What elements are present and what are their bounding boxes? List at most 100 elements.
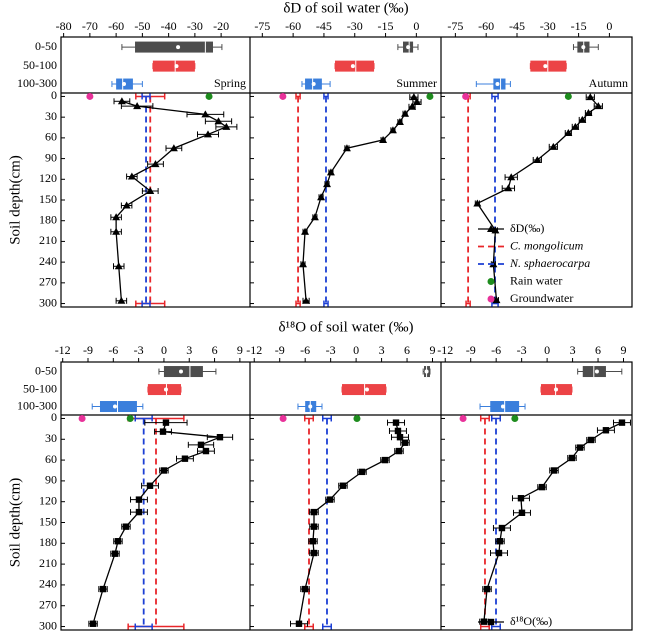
- box-mean: [424, 369, 429, 374]
- y-tick-label: 300: [39, 618, 57, 632]
- profile-marker: [122, 523, 130, 530]
- y-tick-label: 60: [45, 452, 57, 466]
- y-tick-label: 30: [45, 431, 57, 445]
- profile-marker: [518, 509, 526, 516]
- profile-marker: [401, 109, 410, 117]
- x-tick-label: -9: [83, 343, 93, 357]
- x-tick-label: -50: [134, 19, 150, 33]
- profile-marker: [89, 620, 97, 627]
- profile-marker: [117, 296, 126, 304]
- profile-marker: [504, 184, 513, 192]
- profile-marker: [122, 201, 131, 209]
- x-tick-label: 9: [237, 343, 243, 357]
- legend-symbol: [487, 295, 495, 303]
- groundwater: [86, 92, 94, 100]
- x-tick-label: 0: [544, 343, 550, 357]
- y-tick-label: 90: [45, 473, 57, 487]
- profile-marker: [326, 168, 335, 176]
- profile-marker: [473, 199, 482, 207]
- box: [99, 401, 137, 413]
- x-tick-label: 0: [161, 343, 167, 357]
- y-tick-label: 0: [51, 410, 57, 424]
- legend-symbol: [487, 278, 495, 285]
- profile-marker: [408, 102, 417, 110]
- x-tick-label: -40: [161, 19, 177, 33]
- x-tick-label: -6: [108, 343, 118, 357]
- y-tick-label: 120: [39, 493, 57, 507]
- profile-marker: [301, 585, 309, 593]
- category-label: 0-50: [35, 39, 57, 53]
- profile-marker: [584, 109, 593, 117]
- x-tick-label: -9: [275, 343, 285, 357]
- groundwater: [462, 92, 470, 100]
- frame: [60, 36, 633, 308]
- profile-marker: [395, 117, 404, 125]
- profile-marker: [181, 455, 189, 462]
- y-tick-label: 300: [39, 295, 57, 309]
- profile-marker: [483, 585, 491, 593]
- x-tick-label: -45: [509, 19, 525, 33]
- profile-marker: [495, 549, 503, 557]
- x-tick-label: -12: [437, 343, 453, 357]
- profile-marker: [576, 444, 584, 451]
- profile-marker: [618, 419, 626, 426]
- profile-marker: [127, 172, 136, 180]
- profile-marker: [549, 142, 558, 150]
- profile-marker: [114, 538, 122, 545]
- box: [530, 60, 567, 72]
- x-tick-label: -75: [254, 19, 270, 33]
- profile-marker: [146, 187, 155, 195]
- profile-marker: [117, 97, 126, 105]
- profile-marker: [358, 468, 366, 476]
- x-tick-label: -30: [187, 19, 203, 33]
- category-label: 50-100: [23, 381, 57, 395]
- profile-marker: [564, 129, 573, 137]
- profile-marker: [112, 213, 121, 221]
- profile-marker: [412, 97, 421, 105]
- x-tick-label: 6: [404, 343, 410, 357]
- rain-water: [511, 414, 519, 422]
- box-mean: [581, 45, 586, 50]
- x-tick-label: 6: [212, 343, 218, 357]
- legend-symbol: [487, 225, 495, 232]
- y-tick-label: 30: [45, 109, 57, 123]
- y-tick-label: 120: [39, 171, 57, 185]
- x-tick-label: -15: [378, 19, 394, 33]
- profile-marker: [339, 482, 347, 489]
- x-tick-label: -70: [82, 19, 98, 33]
- profile-marker: [342, 144, 351, 152]
- x-tick-label: -60: [478, 19, 494, 33]
- frame: [60, 361, 633, 631]
- x-tick-label: 9: [621, 343, 627, 357]
- row-title: δD of soil water (‰): [283, 0, 408, 16]
- profile-marker: [114, 262, 123, 270]
- profile-marker: [568, 454, 576, 462]
- profile-marker: [571, 122, 580, 130]
- y-tick-label: 60: [45, 130, 57, 144]
- x-tick-label: -6: [300, 343, 310, 357]
- profile-marker: [310, 213, 319, 221]
- rain-water: [205, 92, 213, 100]
- season-label: Autumn: [589, 76, 628, 90]
- x-tick-label: -12: [55, 343, 71, 357]
- x-tick-label: -60: [108, 19, 124, 33]
- y-tick-label: 150: [39, 192, 57, 206]
- box-mean: [174, 64, 179, 69]
- y-tick-label: 90: [45, 150, 57, 164]
- x-tick-label: 9: [430, 343, 436, 357]
- box: [135, 41, 213, 53]
- y-tick-label: 180: [39, 535, 57, 549]
- profile-marker: [201, 110, 210, 118]
- box-mean: [364, 387, 369, 392]
- box-mean: [308, 404, 313, 409]
- profile-marker: [578, 115, 587, 123]
- y-axis-label: Soil depth(cm): [7, 478, 23, 568]
- groundwater: [78, 414, 86, 422]
- profile-marker: [214, 117, 223, 125]
- y-tick-label: 0: [51, 88, 57, 102]
- rain-water: [353, 414, 361, 422]
- x-tick-label: -80: [56, 19, 72, 33]
- row-title: δ¹⁸O of soil water (‰): [278, 319, 413, 335]
- y-tick-label: 150: [39, 514, 57, 528]
